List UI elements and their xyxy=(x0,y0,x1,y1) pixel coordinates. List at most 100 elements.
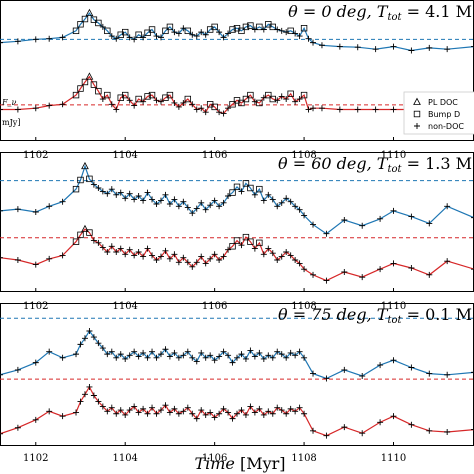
plus-marker xyxy=(126,246,133,253)
square-marker xyxy=(300,24,308,32)
plus-marker xyxy=(408,47,415,54)
plus-marker xyxy=(46,102,53,109)
plus-marker xyxy=(117,407,124,414)
y-label-fragment: F_ν xyxy=(1,98,17,107)
plus-marker xyxy=(336,106,343,113)
plus-marker xyxy=(202,206,209,213)
plus-marker xyxy=(32,209,39,215)
plus-marker xyxy=(225,105,232,112)
plus-marker xyxy=(220,110,227,117)
plus-marker xyxy=(171,349,178,356)
plus-marker xyxy=(108,348,115,355)
square-marker xyxy=(269,95,276,103)
plus-marker xyxy=(131,196,138,203)
panel-title-t: T xyxy=(377,2,389,21)
plus-marker xyxy=(318,42,325,49)
plus-marker xyxy=(171,251,178,258)
panel-title-tsub: tot xyxy=(387,164,402,175)
plus-marker xyxy=(193,259,200,266)
plus-marker xyxy=(104,408,111,415)
series-1 xyxy=(0,317,474,382)
plus-marker xyxy=(73,409,80,416)
plus-marker xyxy=(323,432,330,439)
square-marker xyxy=(242,95,250,103)
square-marker xyxy=(95,19,102,27)
square-marker xyxy=(184,95,192,103)
square-marker xyxy=(77,21,84,28)
plus-marker xyxy=(390,260,397,267)
plus-marker xyxy=(95,398,102,405)
plus-marker xyxy=(32,416,39,423)
plus-marker xyxy=(113,106,120,113)
plus-marker xyxy=(198,199,205,206)
plus-marker xyxy=(225,30,232,37)
plus-marker xyxy=(90,334,97,341)
square-marker xyxy=(242,233,250,241)
plus-marker xyxy=(283,96,290,103)
square-marker xyxy=(72,27,80,35)
plus-marker xyxy=(341,366,348,373)
plus-marker xyxy=(211,197,218,204)
plus-marker xyxy=(202,260,209,267)
plus-marker xyxy=(216,203,223,210)
plus-marker xyxy=(247,403,254,410)
plus-marker xyxy=(131,252,138,259)
plus-marker xyxy=(225,352,232,359)
plus-marker xyxy=(265,191,272,198)
legend: PL DOC Bump D non-DOC xyxy=(403,91,474,135)
series-1 xyxy=(0,8,474,54)
plus-marker xyxy=(301,212,308,219)
panel-title-rest: = 4.1 M xyxy=(402,2,473,21)
square-marker xyxy=(122,91,129,99)
legend-entry-label: PL DOC xyxy=(428,98,458,107)
plus-marker xyxy=(113,410,120,417)
plus-marker xyxy=(296,206,303,213)
plus-marker xyxy=(283,354,290,361)
plus-marker xyxy=(251,353,258,360)
panel-title-rest: = 1.3 M xyxy=(402,154,473,173)
plus-marker xyxy=(211,357,218,364)
x-tick-label: 1102 xyxy=(23,453,48,464)
plus-marker xyxy=(426,44,433,51)
x-tick-label: 1106 xyxy=(202,150,227,161)
panel-title-rest: = 0.1 M xyxy=(402,305,473,324)
x-tick-label: 1110 xyxy=(381,453,406,464)
plus-marker xyxy=(287,405,294,412)
plus-marker xyxy=(59,34,66,41)
plus-marker xyxy=(323,230,330,237)
plus-marker xyxy=(296,96,303,103)
x-tick-label: 1104 xyxy=(112,453,137,464)
plus-marker xyxy=(153,33,160,40)
square-marker xyxy=(247,22,254,29)
plus-marker xyxy=(140,98,147,105)
plus-marker xyxy=(216,257,223,263)
plus-marker xyxy=(260,26,267,33)
plus-marker xyxy=(149,404,156,411)
plus-marker xyxy=(131,36,138,43)
plus-marker xyxy=(166,201,173,207)
square-marker xyxy=(77,176,84,184)
plus-marker xyxy=(153,257,160,263)
x-tick-label: 1110 xyxy=(381,150,406,161)
plus-marker xyxy=(99,96,106,103)
plus-marker xyxy=(162,402,169,409)
plus-marker xyxy=(216,29,223,36)
plus-marker xyxy=(180,198,187,205)
square-marker xyxy=(184,27,192,35)
plus-marker xyxy=(287,198,294,205)
plus-marker xyxy=(59,252,66,259)
x-axis-label-unit: [Myr] xyxy=(235,454,286,473)
plus-marker xyxy=(108,243,115,250)
plus-marker xyxy=(175,259,182,266)
plus-marker xyxy=(113,191,120,198)
plus-marker xyxy=(117,189,124,196)
square-marker xyxy=(265,91,272,99)
plus-marker xyxy=(198,105,205,112)
plus-marker xyxy=(157,197,164,204)
plus-marker xyxy=(292,257,299,263)
panel-title-t: T xyxy=(377,154,389,173)
plus-marker xyxy=(278,253,285,260)
plus-marker xyxy=(153,410,160,417)
plus-marker xyxy=(14,366,21,373)
plus-marker xyxy=(274,257,281,263)
